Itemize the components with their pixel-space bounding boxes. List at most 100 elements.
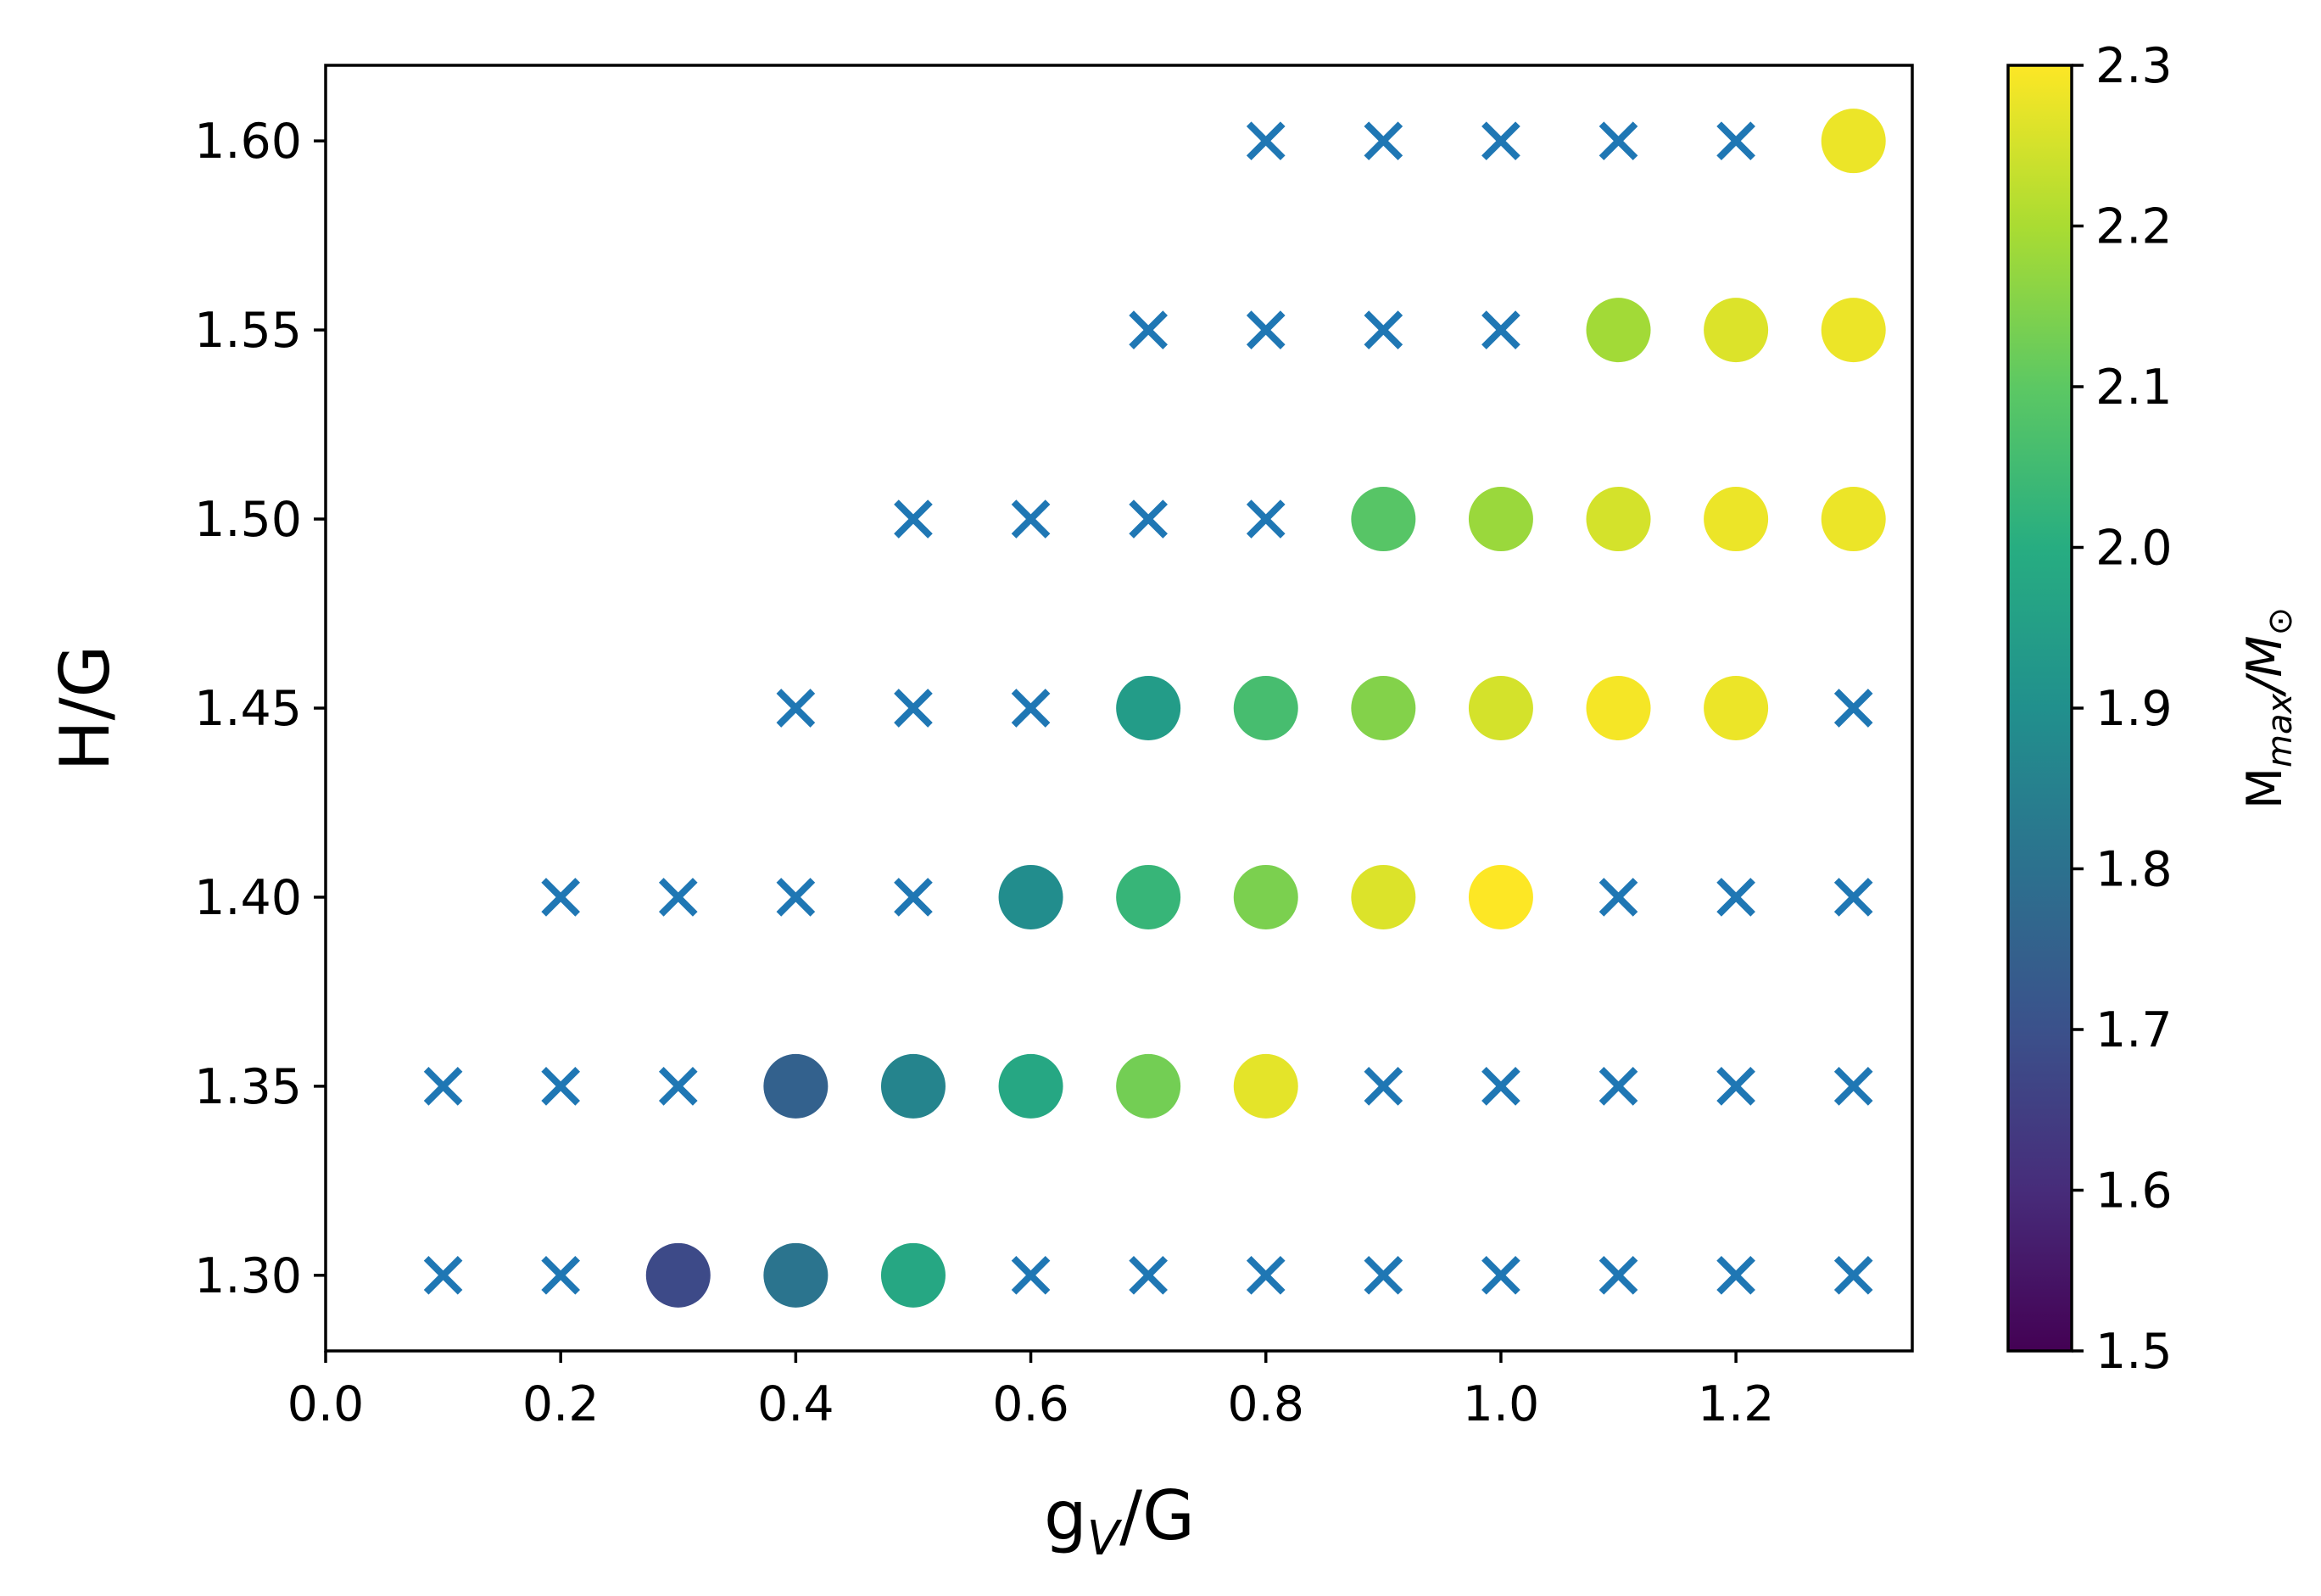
circle-marker	[1351, 487, 1416, 552]
cross-marker	[1129, 1255, 1168, 1295]
cross-marker	[541, 1255, 581, 1295]
x-axis-label-rest: /G	[1119, 1476, 1195, 1555]
colorbar-tick-label: 2.0	[2095, 521, 2173, 577]
x-tick-label: 0.0	[287, 1376, 365, 1432]
y-axis-label: H/G	[46, 645, 125, 771]
cross-marker	[1833, 689, 1873, 728]
circle-marker	[1704, 487, 1769, 552]
circle-marker	[880, 1053, 946, 1119]
cross-marker	[423, 1067, 463, 1106]
cross-marker	[1716, 878, 1755, 917]
cross-marker	[776, 689, 816, 728]
y-tick-label: 1.55	[194, 303, 302, 359]
circle-marker	[1351, 864, 1416, 929]
cross-marker	[1481, 1255, 1520, 1295]
circle-marker	[1116, 676, 1181, 740]
y-tick-label: 1.40	[194, 870, 302, 926]
cross-marker	[1598, 878, 1638, 917]
cross-marker	[658, 1067, 698, 1106]
data-markers	[423, 109, 1886, 1308]
y-axis: 1.30 1.35 1.40 1.45 1.50 1.55 1.60	[194, 114, 326, 1304]
cross-marker	[1833, 878, 1873, 917]
colorbar-tick-label: 1.5	[2095, 1324, 2173, 1380]
cross-marker	[894, 689, 933, 728]
circle-marker	[1704, 676, 1769, 740]
cross-marker	[1598, 1067, 1638, 1106]
x-tick-label: 0.4	[757, 1376, 834, 1432]
circle-marker	[645, 1242, 711, 1308]
circle-marker	[1468, 676, 1533, 740]
colorbar-tick-label: 1.7	[2095, 1002, 2173, 1058]
cross-marker	[1246, 121, 1286, 161]
cross-marker	[1011, 499, 1051, 539]
circle-marker	[1233, 864, 1298, 929]
circle-marker	[1351, 676, 1416, 740]
cross-marker	[776, 878, 816, 917]
cross-marker	[1598, 121, 1638, 161]
cross-marker	[1364, 310, 1403, 349]
circle-marker	[1468, 487, 1533, 552]
colorbar-axis: 1.5 1.6 1.7 1.8 1.9 2.0 2.1 2.2 2.3	[2072, 38, 2173, 1380]
cross-marker	[1481, 121, 1520, 161]
cross-marker	[541, 1067, 581, 1106]
circle-marker	[1821, 487, 1886, 552]
cross-marker	[1011, 689, 1051, 728]
colorbar	[2006, 64, 2073, 1353]
circle-marker	[1233, 676, 1298, 740]
colorbar-tick-label: 1.8	[2095, 842, 2173, 898]
cross-marker	[658, 878, 698, 917]
colorbar-label-main: M	[2237, 767, 2293, 809]
cross-marker	[1364, 121, 1403, 161]
circle-marker	[763, 1053, 829, 1119]
y-tick-label: 1.60	[194, 114, 302, 170]
colorbar-label-rest: /M	[2237, 635, 2293, 697]
cross-marker	[1129, 310, 1168, 349]
cross-marker	[1129, 499, 1168, 539]
colorbar-label-sub2: ⊙	[2261, 607, 2300, 636]
cross-marker	[1364, 1067, 1403, 1106]
y-tick-label: 1.45	[194, 681, 302, 737]
cross-marker	[1716, 1067, 1755, 1106]
x-tick-label: 0.2	[522, 1376, 600, 1432]
cross-marker	[894, 499, 933, 539]
colorbar-tick-label: 1.9	[2095, 681, 2173, 737]
cross-marker	[1833, 1255, 1873, 1295]
cross-marker	[1246, 499, 1286, 539]
cross-marker	[894, 878, 933, 917]
circle-marker	[998, 1053, 1063, 1119]
circle-marker	[880, 1242, 946, 1308]
cross-marker	[1716, 121, 1755, 161]
cross-marker	[1481, 310, 1520, 349]
x-tick-label: 1.2	[1698, 1376, 1775, 1432]
x-axis: 0.0 0.2 0.4 0.6 0.8 1.0 1.2	[287, 1351, 1775, 1432]
circle-marker	[1586, 487, 1651, 552]
circle-marker	[1586, 676, 1651, 740]
x-axis-label-sub: V	[1087, 1511, 1123, 1566]
colorbar-label: Mmax/M⊙	[2237, 607, 2300, 809]
cross-marker	[1716, 1255, 1755, 1295]
circle-marker	[1704, 298, 1769, 363]
cross-marker	[1833, 1067, 1873, 1106]
colorbar-label-sub: max	[2261, 693, 2300, 767]
circle-marker	[1586, 298, 1651, 363]
colorbar-tick-label: 1.6	[2095, 1164, 2173, 1219]
colorbar-tick-label: 2.2	[2095, 199, 2173, 255]
cross-marker	[541, 878, 581, 917]
cross-marker	[1598, 1255, 1638, 1295]
circle-marker	[998, 864, 1063, 929]
cross-marker	[1011, 1255, 1051, 1295]
circle-marker	[1468, 864, 1533, 929]
colorbar-tick-label: 2.1	[2095, 360, 2173, 416]
circle-marker	[763, 1242, 829, 1308]
colorbar-tick-label: 2.3	[2095, 38, 2173, 94]
x-axis-label-main: g	[1044, 1476, 1087, 1555]
circle-marker	[1116, 1053, 1181, 1119]
cross-marker	[423, 1255, 463, 1295]
cross-marker	[1481, 1067, 1520, 1106]
cross-marker	[1246, 1255, 1286, 1295]
y-tick-label: 1.30	[194, 1248, 302, 1304]
x-tick-label: 0.8	[1227, 1376, 1304, 1432]
x-axis-label: gV/G	[1044, 1476, 1195, 1566]
circle-marker	[1821, 109, 1886, 174]
